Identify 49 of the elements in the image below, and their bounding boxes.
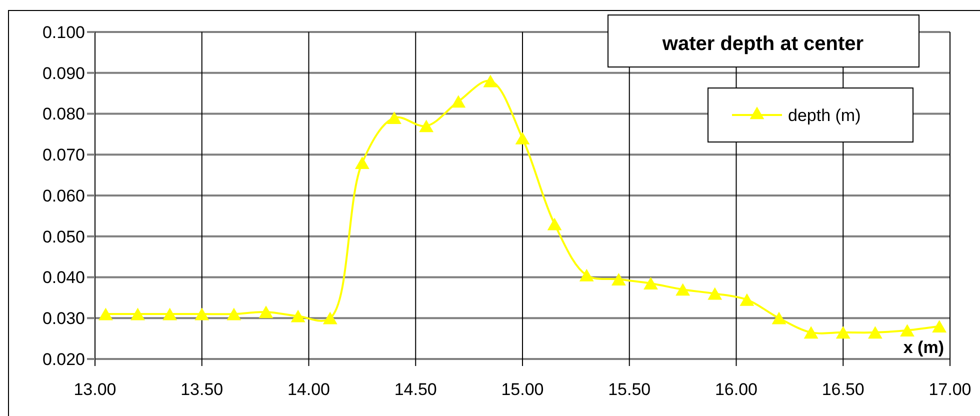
- point: [226, 308, 242, 320]
- point: [804, 326, 818, 339]
- x-axis-title: x (m): [903, 338, 944, 357]
- point: [515, 132, 530, 144]
- point: [451, 95, 466, 108]
- y-tick-label: 0.040: [42, 268, 85, 288]
- point: [932, 320, 947, 332]
- y-tick-label: 0.050: [42, 227, 85, 246]
- y-tick-label: 0.020: [42, 350, 85, 369]
- legend-label: depth (m): [788, 106, 861, 125]
- point: [258, 306, 274, 318]
- x-tick-label: 15.50: [608, 380, 651, 399]
- title-frame: water depth at center: [608, 14, 920, 68]
- point: [98, 308, 113, 320]
- point: [483, 74, 498, 88]
- point: [740, 293, 754, 306]
- point: [322, 312, 338, 324]
- x-tick-label: 14.00: [287, 380, 330, 399]
- x-tick-label: 15.00: [501, 380, 544, 399]
- x-tick-label: 13.50: [180, 380, 224, 399]
- point: [611, 272, 626, 286]
- x-tick-label: 13.00: [74, 380, 116, 399]
- y-tick-label: 0.100: [42, 22, 85, 42]
- point: [354, 156, 370, 169]
- point: [676, 283, 690, 296]
- y-tick-label: 0.060: [42, 186, 85, 206]
- y-tick-label: 0.090: [42, 64, 85, 83]
- point: [290, 310, 306, 322]
- point: [579, 268, 594, 282]
- point: [419, 120, 434, 132]
- point: [836, 326, 850, 339]
- x-tick-label: 16.50: [822, 380, 864, 399]
- point: [868, 326, 882, 339]
- point: [130, 308, 145, 320]
- y-tick-label: 0.080: [42, 104, 85, 124]
- y-tick-label: 0.070: [42, 146, 85, 165]
- x-tick-label: 14.50: [394, 380, 437, 399]
- point: [162, 308, 178, 320]
- point: [547, 218, 562, 230]
- point: [708, 287, 722, 300]
- point: [900, 324, 914, 337]
- y-tick-label: 0.030: [42, 309, 85, 328]
- point: [387, 112, 402, 124]
- x-tick-label: 17.00: [928, 380, 972, 399]
- x-tick-label: 16.00: [714, 380, 758, 399]
- point: [644, 277, 658, 290]
- chart-title: water depth at center: [661, 33, 864, 55]
- point: [772, 312, 786, 324]
- point: [194, 308, 210, 320]
